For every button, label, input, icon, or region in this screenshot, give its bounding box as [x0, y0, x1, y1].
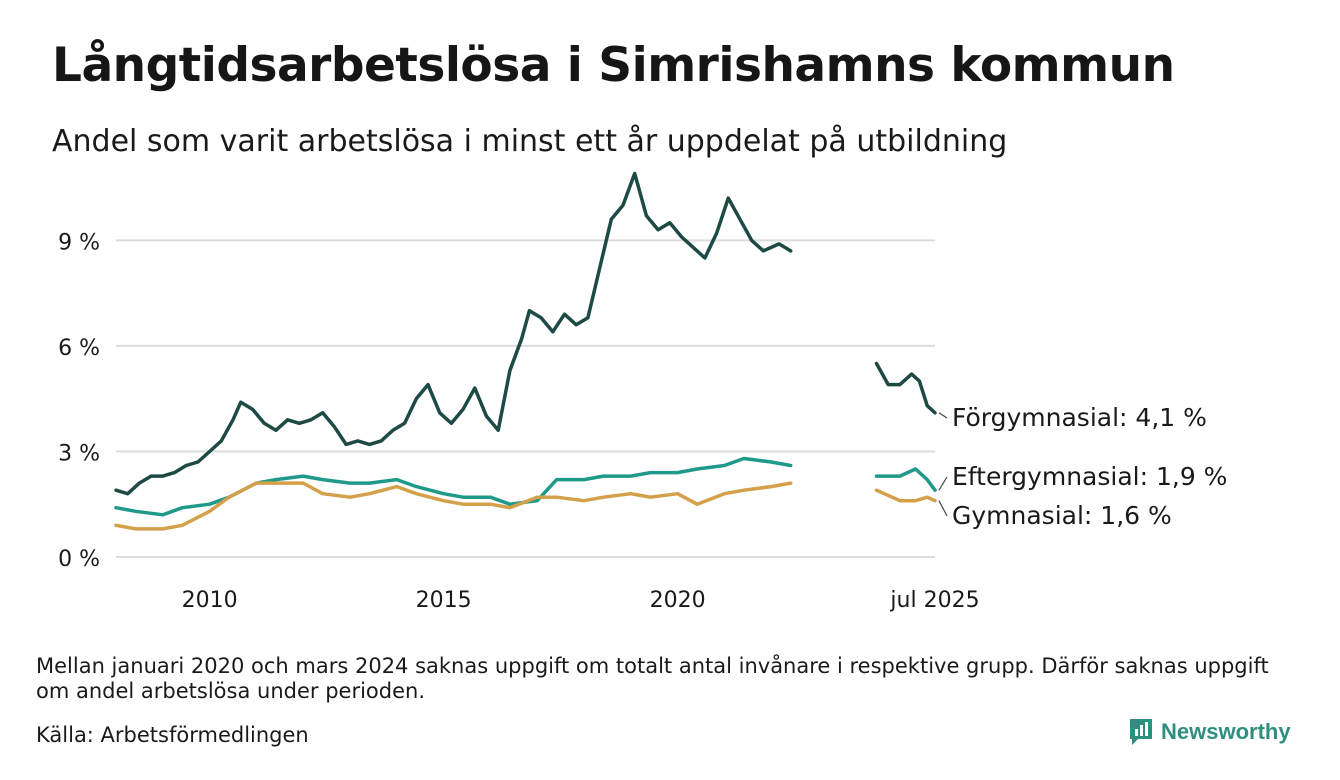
y-tick-label: 3 %	[58, 441, 100, 466]
x-tick-label: 2010	[182, 588, 238, 613]
chart-subtitle: Andel som varit arbetslösa i minst ett å…	[52, 124, 1008, 159]
series-label-forgymnasial: Förgymnasial: 4,1 %	[952, 403, 1207, 432]
series-line-forgymnasial	[874, 361, 937, 415]
source-text: Källa: Arbetsförmedlingen	[36, 723, 309, 747]
line-chart: 0 % 3 % 6 % 9 % 2010 2015 2020 jul 2025 Förgym…	[58, 171, 1227, 613]
label-connector	[938, 476, 948, 491]
footnote: Mellan januari 2020 och mars 2024 saknas…	[36, 654, 1269, 703]
chart-title: Långtidsarbetslösa i Simrishamns kommun	[52, 38, 1175, 93]
x-axis-labels: 2010 2015 2020 jul 2025	[182, 588, 980, 613]
series-line-gymnasial	[874, 488, 937, 503]
series-line-forgymnasial	[114, 171, 793, 496]
newsworthy-logo: Newsworthy	[1128, 717, 1291, 747]
series-line-gymnasial	[114, 481, 793, 531]
series-line-eftergymnasial	[874, 467, 937, 492]
newsworthy-logo-icon	[1130, 719, 1152, 745]
x-tick-label: 2015	[416, 588, 472, 613]
x-tick-label: 2020	[650, 588, 706, 613]
label-connector	[938, 500, 948, 517]
y-axis-labels: 0 % 3 % 6 % 9 %	[58, 230, 100, 572]
series-label-gymnasial: Gymnasial: 1,6 %	[952, 501, 1172, 530]
label-connector	[938, 412, 948, 419]
series-label-eftergymnasial: Eftergymnasial: 1,9 %	[952, 462, 1227, 491]
x-tick-label: jul 2025	[889, 588, 979, 613]
newsworthy-logo-text: Newsworthy	[1161, 719, 1291, 744]
gridlines	[116, 239, 935, 558]
y-tick-label: 9 %	[58, 230, 100, 255]
series-lines	[114, 171, 937, 531]
y-tick-label: 0 %	[58, 547, 100, 572]
series-labels: Förgymnasial: 4,1 % Eftergymnasial: 1,9 %…	[938, 403, 1227, 530]
y-tick-label: 6 %	[58, 336, 100, 361]
